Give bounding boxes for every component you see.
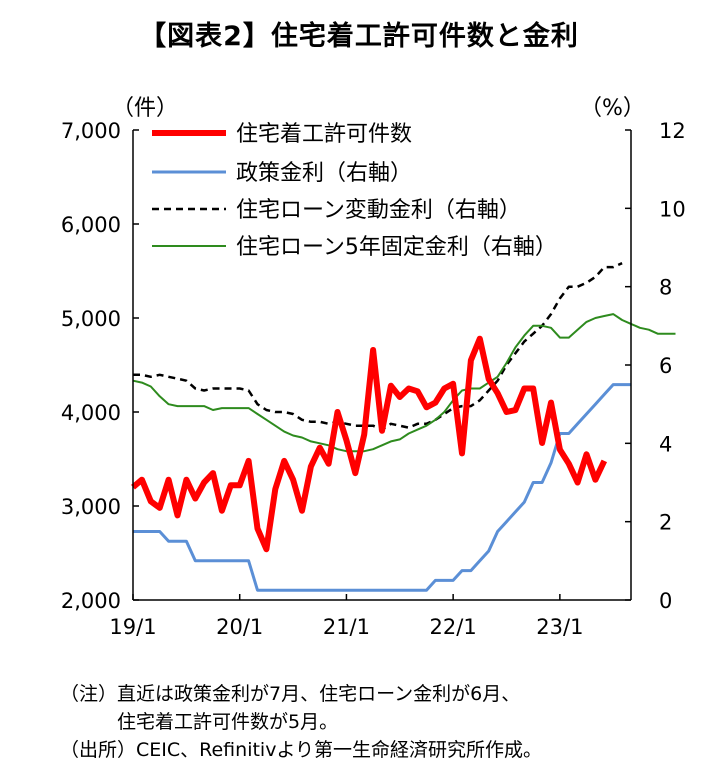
left-axis-tick-label: 3,000: [61, 495, 121, 519]
right-axis-tick-label: 4: [659, 432, 672, 456]
right-axis-tick-label: 12: [659, 119, 686, 143]
series-line-2: [133, 262, 623, 431]
right-axis-tick-label: 0: [659, 589, 672, 613]
left-axis-tick-label: 4,000: [61, 401, 121, 425]
chart-title: 【図表2】住宅着工許可件数と金利: [139, 21, 579, 52]
x-axis-tick-label: 19/1: [109, 615, 156, 639]
left-axis-tick-label: 7,000: [61, 119, 121, 143]
left-axis-tick-label: 5,000: [61, 307, 121, 331]
legend-label: 住宅ローン変動金利（右軸）: [236, 198, 521, 223]
right-axis-tick-label: 2: [659, 511, 672, 535]
right-axis-tick-label: 8: [659, 276, 672, 300]
right-axis-unit: （%）: [580, 96, 645, 121]
series-line-0: [131, 335, 608, 553]
legend-label: 住宅ローン5年固定金利（右軸）: [236, 235, 557, 260]
legend-label: 政策金利（右軸）: [236, 161, 412, 186]
left-axis-tick-label: 6,000: [61, 213, 121, 237]
left-axis-unit: （件）: [112, 96, 179, 121]
series-line-3: [132, 313, 676, 453]
right-axis-tick-label: 6: [659, 354, 672, 378]
right-axis-tick-label: 10: [659, 197, 686, 221]
note-line-1: （注）直近は政策金利が7月、住宅ローン金利が6月、: [60, 683, 521, 705]
x-axis-tick-label: 23/1: [536, 615, 583, 639]
left-axis-tick-label: 2,000: [61, 589, 121, 613]
x-axis-tick-label: 21/1: [323, 615, 370, 639]
legend-label: 住宅着工許可件数: [236, 122, 412, 147]
x-axis-tick-label: 20/1: [216, 615, 263, 639]
source-line: （出所）CEIC、Refinitivより第一生命経済研究所作成。: [60, 739, 543, 761]
line-chart: 2,000 3,000 4,000 5,000 6,000 7,000 0 2 4 6 8 10 12 1…: [61, 119, 686, 639]
series-line-1: [133, 383, 631, 592]
note-line-2: 住宅着工許可件数が5月。: [60, 711, 339, 733]
x-axis-tick-label: 22/1: [430, 615, 477, 639]
